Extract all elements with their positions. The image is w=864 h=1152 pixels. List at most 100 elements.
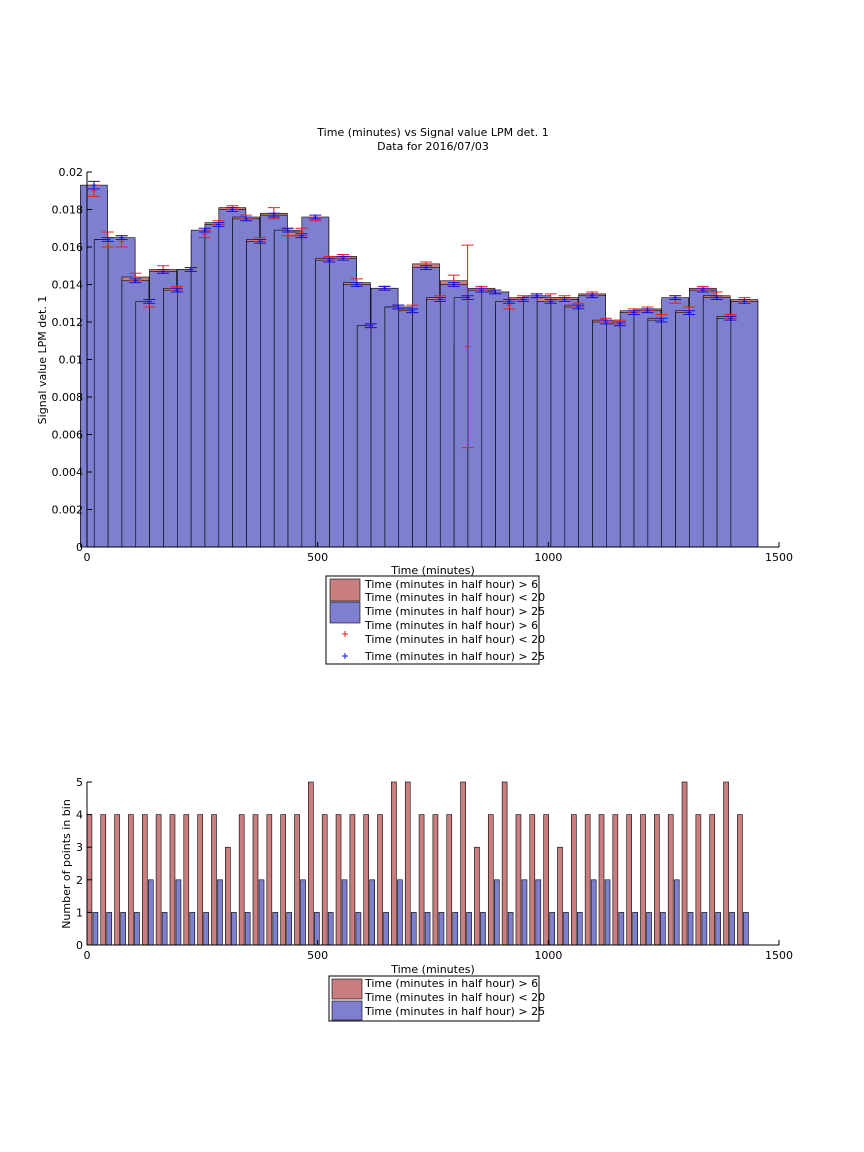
bar — [92, 912, 99, 946]
bar — [418, 814, 425, 946]
y-tick-label: 0 — [76, 541, 83, 554]
bar — [161, 912, 168, 946]
bar — [217, 879, 223, 946]
x-tick-label: 1000 — [534, 551, 562, 564]
x-tick-label: 1500 — [765, 949, 793, 962]
bar — [321, 814, 328, 946]
bar — [723, 781, 729, 946]
bar — [155, 814, 162, 946]
bar — [446, 814, 453, 946]
bar — [363, 814, 370, 946]
bar — [646, 912, 652, 946]
bar — [280, 814, 286, 946]
y-tick-label: 5 — [76, 776, 83, 789]
bar — [369, 879, 376, 946]
bar — [681, 781, 688, 946]
bar — [397, 879, 403, 946]
bar — [106, 912, 113, 946]
bar — [327, 912, 334, 946]
legend-label: Time (minutes in half hour) < 20 — [364, 633, 545, 646]
bar — [493, 879, 500, 946]
bar — [383, 912, 389, 946]
bar — [549, 912, 555, 946]
bar — [626, 814, 632, 946]
x-tick-label: 1500 — [765, 551, 793, 564]
bar — [169, 814, 176, 946]
bar — [654, 814, 660, 946]
y-tick-label: 0.01 — [59, 354, 84, 367]
bar — [695, 814, 702, 946]
bar — [660, 912, 666, 946]
bar — [225, 846, 231, 946]
bar — [687, 912, 694, 946]
bar — [266, 814, 273, 946]
legend-swatch-blue — [329, 601, 361, 624]
x-tick-label: 0 — [84, 551, 91, 564]
bar — [432, 814, 439, 946]
y-tick-label: 3 — [76, 841, 83, 854]
legend-swatch-red — [331, 978, 363, 1000]
bar — [404, 781, 411, 946]
bar — [515, 814, 522, 946]
bar — [308, 781, 314, 946]
y-tick-label: 0.012 — [52, 316, 84, 329]
chart-title: Time (minutes) vs Signal value LPM det. … — [316, 126, 548, 139]
bar — [729, 912, 735, 946]
bar — [300, 879, 306, 946]
bar — [341, 879, 348, 946]
bar — [743, 912, 749, 946]
bar — [460, 781, 466, 946]
bar — [487, 814, 494, 946]
bar — [701, 912, 708, 946]
bar — [480, 912, 486, 946]
bar — [618, 912, 625, 946]
bar — [535, 879, 542, 946]
y-tick-label: 0.004 — [52, 466, 84, 479]
bar — [577, 912, 583, 946]
bar — [673, 879, 680, 946]
bar — [557, 846, 563, 946]
bar — [114, 814, 120, 946]
legend-box — [325, 575, 540, 665]
bar — [521, 879, 528, 946]
bar — [563, 912, 569, 946]
y-tick-label: 0.016 — [52, 241, 84, 254]
y-tick-label: 1 — [76, 906, 83, 919]
bar — [730, 301, 759, 548]
legend-swatch-blue — [331, 1000, 363, 1021]
y-tick-label: 4 — [76, 809, 83, 822]
bar — [571, 814, 577, 946]
bar — [709, 814, 716, 946]
chart-subtitle: Data for 2016/07/03 — [377, 140, 489, 153]
bar — [211, 814, 217, 946]
legend-label: Time (minutes in half hour) > 6 — [364, 619, 538, 632]
bar — [466, 912, 472, 946]
legend-label: Time (minutes in half hour) > 25 — [364, 650, 545, 663]
bar — [507, 912, 514, 946]
bar — [632, 912, 638, 946]
y-tick-label: 0.014 — [52, 279, 84, 292]
x-tick-label: 500 — [307, 551, 328, 564]
legend-box — [328, 975, 540, 1022]
x-axis-label: Time (minutes) — [390, 963, 475, 976]
bar — [410, 912, 417, 946]
bar — [590, 879, 597, 946]
bar — [737, 814, 743, 946]
bar — [231, 912, 237, 946]
bar — [147, 879, 154, 946]
bar — [438, 912, 445, 946]
x-axis-label: Time (minutes) — [390, 564, 475, 577]
bar — [134, 912, 140, 946]
bar — [258, 879, 265, 946]
x-tick-label: 0 — [84, 949, 91, 962]
legend-label: Time (minutes in half hour) > 25 — [364, 605, 545, 618]
y-tick-label: 0 — [76, 939, 83, 952]
bar — [543, 814, 549, 946]
bar — [100, 814, 107, 946]
bar — [286, 912, 292, 946]
bar — [391, 781, 397, 946]
y-tick-label: 0.006 — [52, 429, 84, 442]
